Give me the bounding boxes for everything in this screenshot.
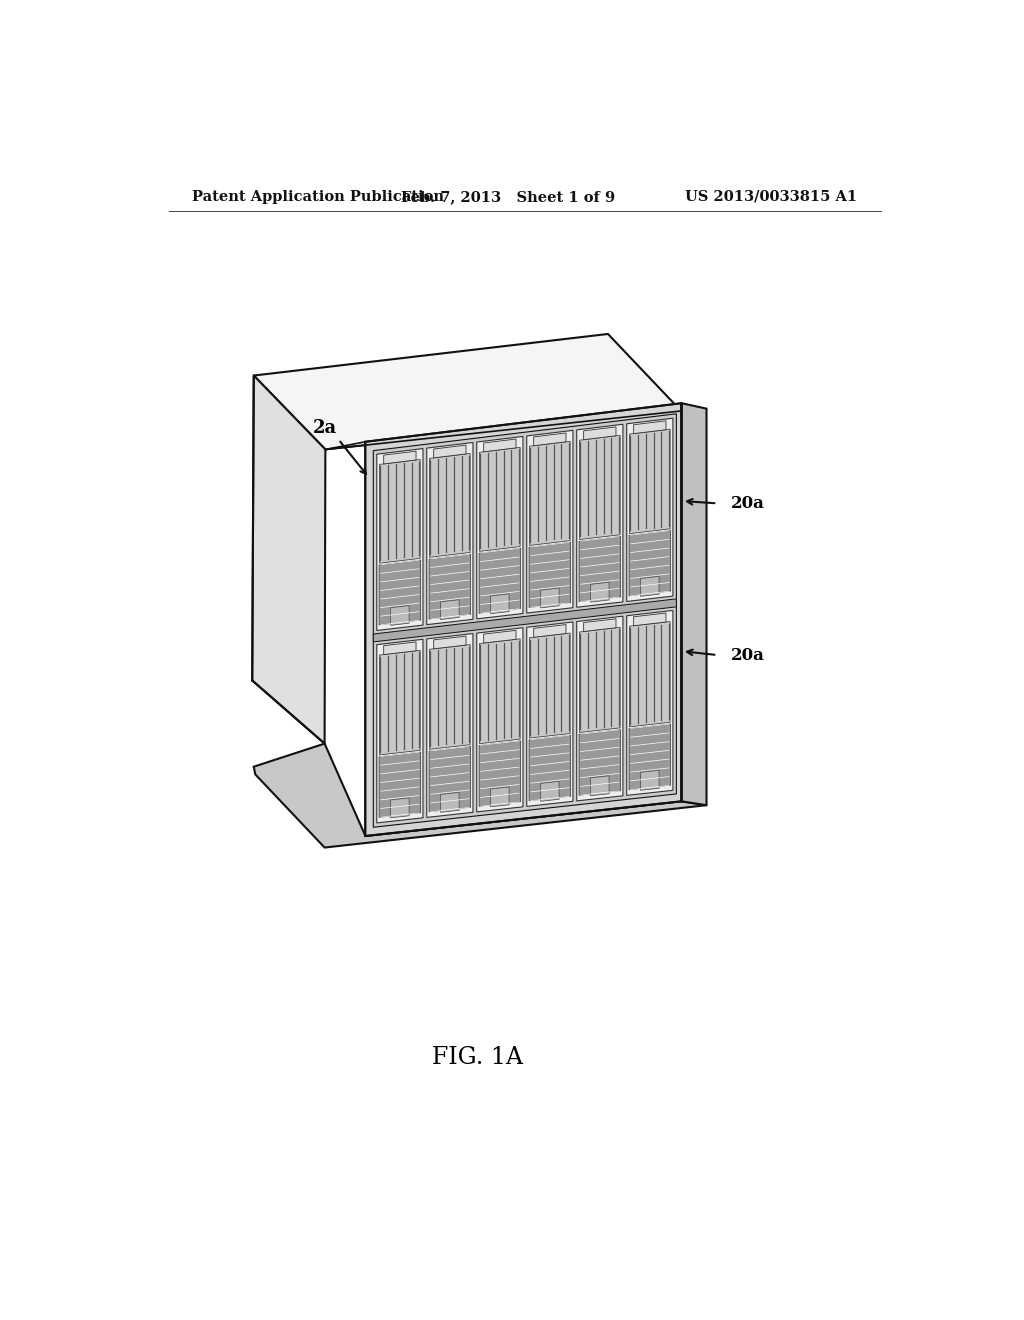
Polygon shape (584, 426, 616, 440)
Polygon shape (541, 587, 559, 609)
Polygon shape (541, 781, 559, 801)
Text: 20a: 20a (731, 495, 765, 512)
Polygon shape (627, 610, 673, 796)
Polygon shape (629, 723, 671, 789)
Polygon shape (366, 404, 681, 836)
Text: 20a: 20a (731, 647, 765, 664)
Polygon shape (390, 606, 410, 626)
Polygon shape (429, 454, 470, 557)
Polygon shape (591, 776, 609, 796)
Text: 2a: 2a (312, 418, 337, 437)
Polygon shape (429, 554, 471, 619)
Polygon shape (634, 612, 666, 626)
Polygon shape (529, 441, 570, 545)
Polygon shape (682, 404, 707, 805)
Polygon shape (630, 429, 670, 533)
Polygon shape (477, 628, 523, 812)
Polygon shape (534, 624, 566, 638)
Polygon shape (477, 437, 523, 619)
Polygon shape (380, 651, 420, 755)
Polygon shape (483, 631, 516, 643)
Polygon shape (380, 459, 420, 564)
Polygon shape (529, 543, 570, 607)
Polygon shape (580, 436, 621, 540)
Polygon shape (629, 531, 671, 595)
Polygon shape (440, 792, 459, 812)
Polygon shape (254, 334, 681, 449)
Polygon shape (483, 440, 516, 451)
Text: Feb. 7, 2013   Sheet 1 of 9: Feb. 7, 2013 Sheet 1 of 9 (400, 190, 615, 203)
Polygon shape (490, 787, 509, 807)
Polygon shape (479, 639, 520, 743)
Polygon shape (591, 582, 609, 602)
Polygon shape (579, 536, 621, 602)
Polygon shape (479, 741, 520, 807)
Polygon shape (379, 752, 421, 817)
Polygon shape (627, 418, 673, 602)
Text: Patent Application Publication: Patent Application Publication (193, 190, 444, 203)
Polygon shape (529, 735, 570, 801)
Polygon shape (374, 413, 677, 828)
Polygon shape (479, 447, 520, 552)
Polygon shape (577, 616, 623, 801)
Polygon shape (526, 430, 573, 612)
Text: US 2013/0033815 A1: US 2013/0033815 A1 (685, 190, 857, 203)
Polygon shape (440, 599, 459, 619)
Polygon shape (630, 622, 670, 727)
Polygon shape (479, 548, 520, 614)
Polygon shape (580, 627, 621, 733)
Polygon shape (641, 771, 659, 791)
Polygon shape (429, 644, 470, 750)
Polygon shape (641, 577, 659, 597)
Polygon shape (526, 622, 573, 807)
Polygon shape (529, 634, 570, 738)
Polygon shape (379, 560, 421, 624)
Polygon shape (254, 743, 707, 847)
Polygon shape (384, 451, 416, 463)
Polygon shape (534, 433, 566, 446)
Text: FIG. 1A: FIG. 1A (432, 1047, 523, 1069)
Polygon shape (434, 445, 466, 458)
Polygon shape (377, 639, 423, 822)
Polygon shape (390, 799, 410, 818)
Polygon shape (427, 442, 473, 624)
Polygon shape (252, 376, 326, 743)
Polygon shape (377, 449, 423, 631)
Polygon shape (374, 599, 677, 642)
Polygon shape (634, 421, 666, 434)
Polygon shape (584, 619, 616, 631)
Polygon shape (577, 424, 623, 607)
Polygon shape (490, 594, 509, 614)
Polygon shape (434, 636, 466, 649)
Polygon shape (384, 642, 416, 655)
Polygon shape (429, 746, 471, 812)
Polygon shape (579, 730, 621, 795)
Polygon shape (427, 634, 473, 817)
